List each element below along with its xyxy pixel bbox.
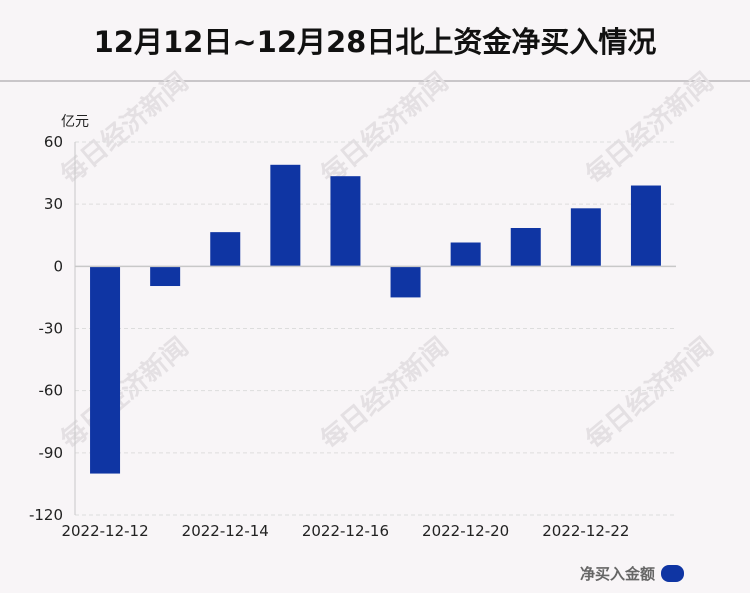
bar	[450, 242, 481, 267]
bars	[90, 164, 661, 474]
y-tick-label: 30	[44, 195, 63, 213]
gridlines	[75, 141, 676, 516]
watermark-text: 每日经济新闻	[55, 331, 194, 455]
title-divider	[0, 80, 750, 82]
bar	[210, 232, 241, 267]
bar	[150, 266, 181, 287]
bar	[570, 208, 601, 267]
y-tick-label: 60	[44, 133, 63, 151]
bar	[330, 176, 361, 267]
y-tick-label: -90	[39, 444, 64, 462]
y-tick-label: -60	[39, 382, 64, 400]
x-tick-label: 2022-12-14	[182, 522, 269, 540]
y-tick-label: -30	[39, 320, 64, 338]
legend-label: 净买入金额	[579, 565, 655, 583]
bar	[510, 227, 541, 267]
x-tick-label: 2022-12-12	[61, 522, 148, 540]
x-tick-label: 2022-12-20	[422, 522, 509, 540]
bar	[270, 164, 301, 267]
chart-title: 12月12日~12月28日北上资金净买入情况	[93, 25, 657, 59]
x-tick-labels: 2022-12-12 2022-12-14 2022-12-16 2022-12-20…	[61, 522, 629, 540]
x-tick-label: 2022-12-22	[542, 522, 629, 540]
watermark-text: 每日经济新闻	[55, 66, 194, 190]
watermark-text: 每日经济新闻	[580, 331, 719, 455]
watermark-text: 每日经济新闻	[315, 66, 454, 190]
bar	[390, 266, 421, 298]
x-tick-label: 2022-12-16	[302, 522, 389, 540]
bar	[630, 185, 661, 267]
axes	[74, 142, 676, 515]
legend: 净买入金额	[580, 563, 684, 584]
y-tick-label: -120	[29, 506, 63, 524]
y-tick-label: 0	[53, 257, 63, 275]
y-tick-labels: 60 30 0 -30 -60 -90 -120	[29, 133, 63, 524]
bar	[90, 266, 121, 474]
legend-swatch	[661, 565, 684, 582]
watermark-text: 每日经济新闻	[315, 331, 454, 455]
watermark-text: 每日经济新闻	[580, 66, 719, 190]
y-axis-unit-label: 亿元	[61, 114, 89, 130]
